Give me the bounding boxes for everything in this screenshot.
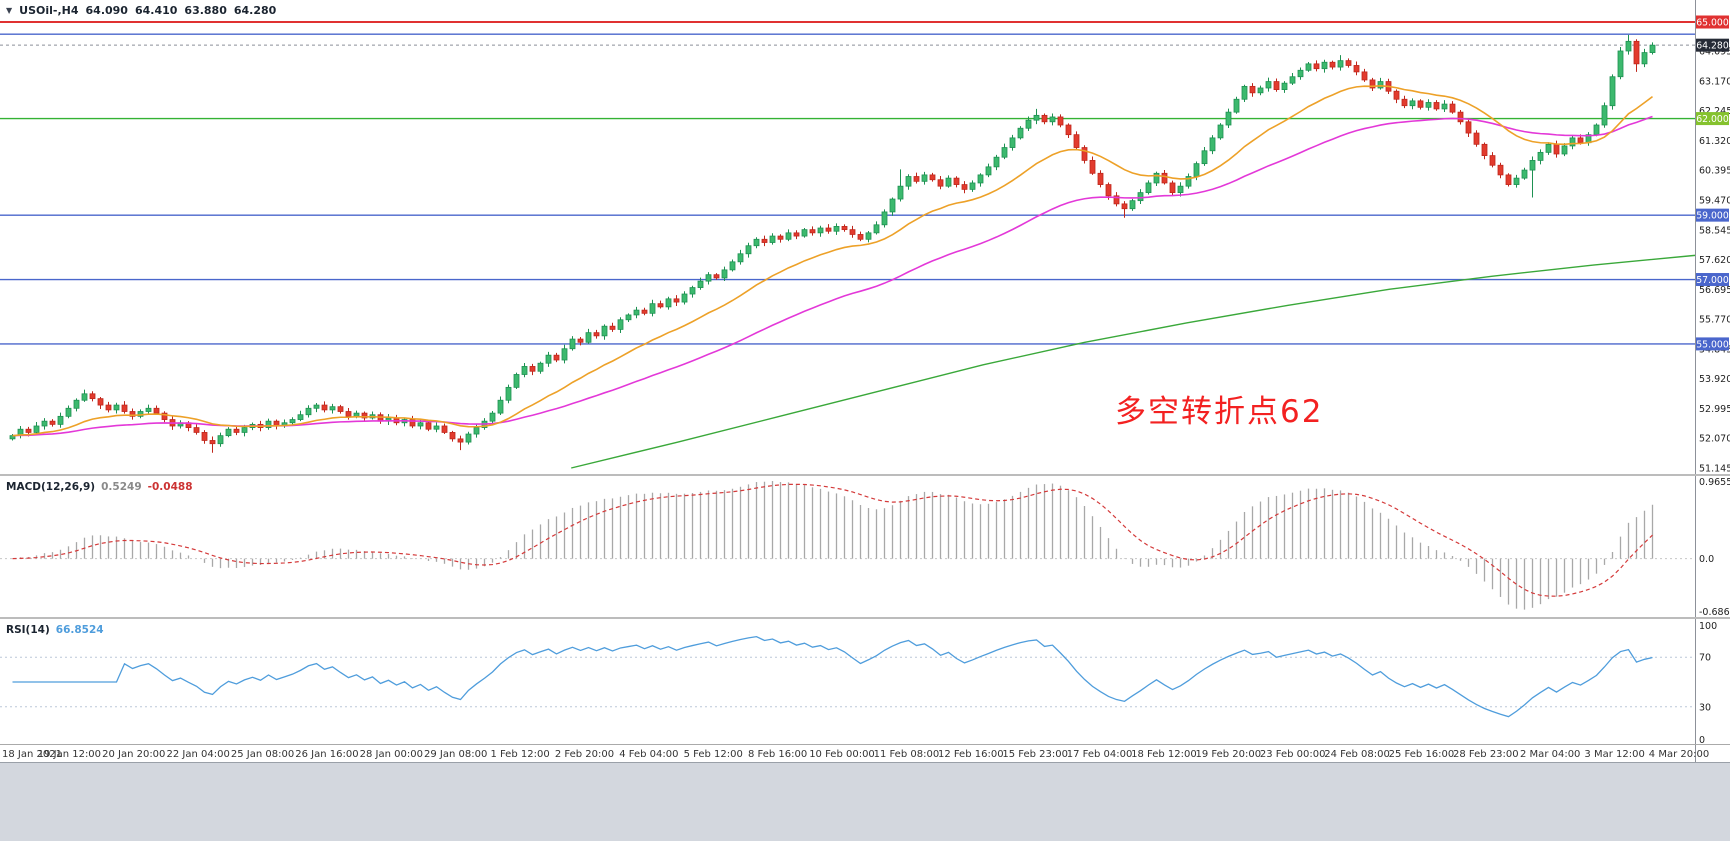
macd-name: MACD(12,26,9) <box>6 481 96 493</box>
price-axis-layer: 64.095 63.170 62.245 61.320 60.395 59.470 58.5… <box>1695 0 1730 762</box>
svg-text:59.000: 59.000 <box>1696 211 1729 222</box>
macd-indicator-label: MACD(12,26,9) 0.5249 -0.0488 <box>6 481 193 493</box>
svg-text:4 Feb 04:00: 4 Feb 04:00 <box>619 749 678 760</box>
chart-header: ▼ USOil-,H4 64.090 64.410 63.880 64.280 <box>6 4 276 17</box>
svg-text:8 Feb 16:00: 8 Feb 16:00 <box>748 749 807 760</box>
svg-text:3 Mar 12:00: 3 Mar 12:00 <box>1584 749 1644 760</box>
level-lines-layer <box>0 21 1695 345</box>
svg-text:24 Feb 08:00: 24 Feb 08:00 <box>1324 749 1390 760</box>
svg-text:51.145: 51.145 <box>1699 464 1730 475</box>
moving-averages-layer <box>12 85 1696 469</box>
ohlc-close: 64.280 <box>233 4 277 17</box>
svg-text:0.9655: 0.9655 <box>1699 477 1730 488</box>
svg-text:17 Feb 04:00: 17 Feb 04:00 <box>1067 749 1133 760</box>
annotation-text: 多空转折点62 <box>1115 394 1324 430</box>
svg-text:65.000: 65.000 <box>1696 18 1729 29</box>
svg-text:29 Jan 08:00: 29 Jan 08:00 <box>424 749 487 760</box>
macd-layer: 0.9655 0.0 -0.6865 <box>0 477 1730 618</box>
svg-text:58.545: 58.545 <box>1699 225 1730 236</box>
svg-text:23 Feb 00:00: 23 Feb 00:00 <box>1260 749 1326 760</box>
candles-layer <box>9 34 1656 453</box>
svg-text:62.000: 62.000 <box>1696 114 1729 125</box>
macd-signal-value: -0.0488 <box>147 481 193 493</box>
svg-text:57.000: 57.000 <box>1696 275 1729 286</box>
panel-divider-rsi[interactable] <box>0 617 1730 619</box>
symbol-dropdown-icon[interactable]: ▼ <box>6 6 13 15</box>
svg-text:55.770: 55.770 <box>1699 315 1730 326</box>
panel-divider-timeaxis <box>0 744 1730 745</box>
svg-text:60.395: 60.395 <box>1699 166 1730 177</box>
symbol-timeframe-label: USOil-,H4 <box>19 4 79 17</box>
svg-text:15 Feb 23:00: 15 Feb 23:00 <box>1002 749 1068 760</box>
svg-text:61.320: 61.320 <box>1699 136 1730 147</box>
svg-text:12 Feb 16:00: 12 Feb 16:00 <box>938 749 1004 760</box>
rsi-layer: 100 70 30 0 <box>0 621 1717 746</box>
svg-text:0: 0 <box>1699 735 1705 746</box>
svg-text:22 Jan 04:00: 22 Jan 04:00 <box>166 749 229 760</box>
svg-text:5 Feb 12:00: 5 Feb 12:00 <box>684 749 743 760</box>
svg-text:100: 100 <box>1699 621 1717 632</box>
svg-text:20 Jan 20:00: 20 Jan 20:00 <box>102 749 165 760</box>
svg-text:63.170: 63.170 <box>1699 76 1730 87</box>
svg-text:-0.6865: -0.6865 <box>1699 607 1730 618</box>
rsi-name: RSI(14) <box>6 624 50 636</box>
svg-text:56.695: 56.695 <box>1699 285 1730 296</box>
svg-text:57.620: 57.620 <box>1699 255 1730 266</box>
svg-text:1 Feb 12:00: 1 Feb 12:00 <box>490 749 549 760</box>
ohlc-open: 64.090 <box>85 4 128 17</box>
svg-text:4 Mar 20:00: 4 Mar 20:00 <box>1649 749 1709 760</box>
svg-text:0.0: 0.0 <box>1699 554 1714 565</box>
svg-text:59.470: 59.470 <box>1699 196 1730 207</box>
rsi-indicator-label: RSI(14) 66.8524 <box>6 624 104 636</box>
svg-text:2 Mar 04:00: 2 Mar 04:00 <box>1520 749 1580 760</box>
svg-text:2 Feb 20:00: 2 Feb 20:00 <box>555 749 614 760</box>
svg-text:30: 30 <box>1699 702 1711 713</box>
svg-text:55.000: 55.000 <box>1696 339 1729 350</box>
svg-text:52.070: 52.070 <box>1699 434 1730 445</box>
svg-text:19 Feb 20:00: 19 Feb 20:00 <box>1196 749 1262 760</box>
ohlc-high: 64.410 <box>134 4 178 17</box>
svg-text:70: 70 <box>1699 653 1711 664</box>
svg-text:25 Feb 16:00: 25 Feb 16:00 <box>1389 749 1455 760</box>
svg-text:11 Feb 08:00: 11 Feb 08:00 <box>874 749 940 760</box>
svg-text:64.280: 64.280 <box>1696 41 1729 52</box>
svg-text:25 Jan 08:00: 25 Jan 08:00 <box>231 749 294 760</box>
svg-text:28 Jan 00:00: 28 Jan 00:00 <box>360 749 423 760</box>
svg-text:26 Jan 16:00: 26 Jan 16:00 <box>295 749 358 760</box>
svg-text:64.095: 64.095 <box>1699 47 1730 58</box>
panel-divider-macd[interactable] <box>0 474 1730 476</box>
svg-text:18 Feb 12:00: 18 Feb 12:00 <box>1131 749 1197 760</box>
svg-text:19 Jan 12:00: 19 Jan 12:00 <box>38 749 101 760</box>
svg-text:18 Jan 2021: 18 Jan 2021 <box>2 749 62 760</box>
bottom-empty-strip <box>0 762 1730 841</box>
svg-text:52.995: 52.995 <box>1699 404 1730 415</box>
macd-main-value: 0.5249 <box>101 481 142 493</box>
svg-text:28 Feb 23:00: 28 Feb 23:00 <box>1453 749 1519 760</box>
rsi-value: 66.8524 <box>55 624 104 636</box>
svg-text:62.245: 62.245 <box>1699 106 1730 117</box>
svg-text:53.920: 53.920 <box>1699 374 1730 385</box>
svg-text:10 Feb 00:00: 10 Feb 00:00 <box>809 749 875 760</box>
ohlc-low: 63.880 <box>184 4 227 17</box>
